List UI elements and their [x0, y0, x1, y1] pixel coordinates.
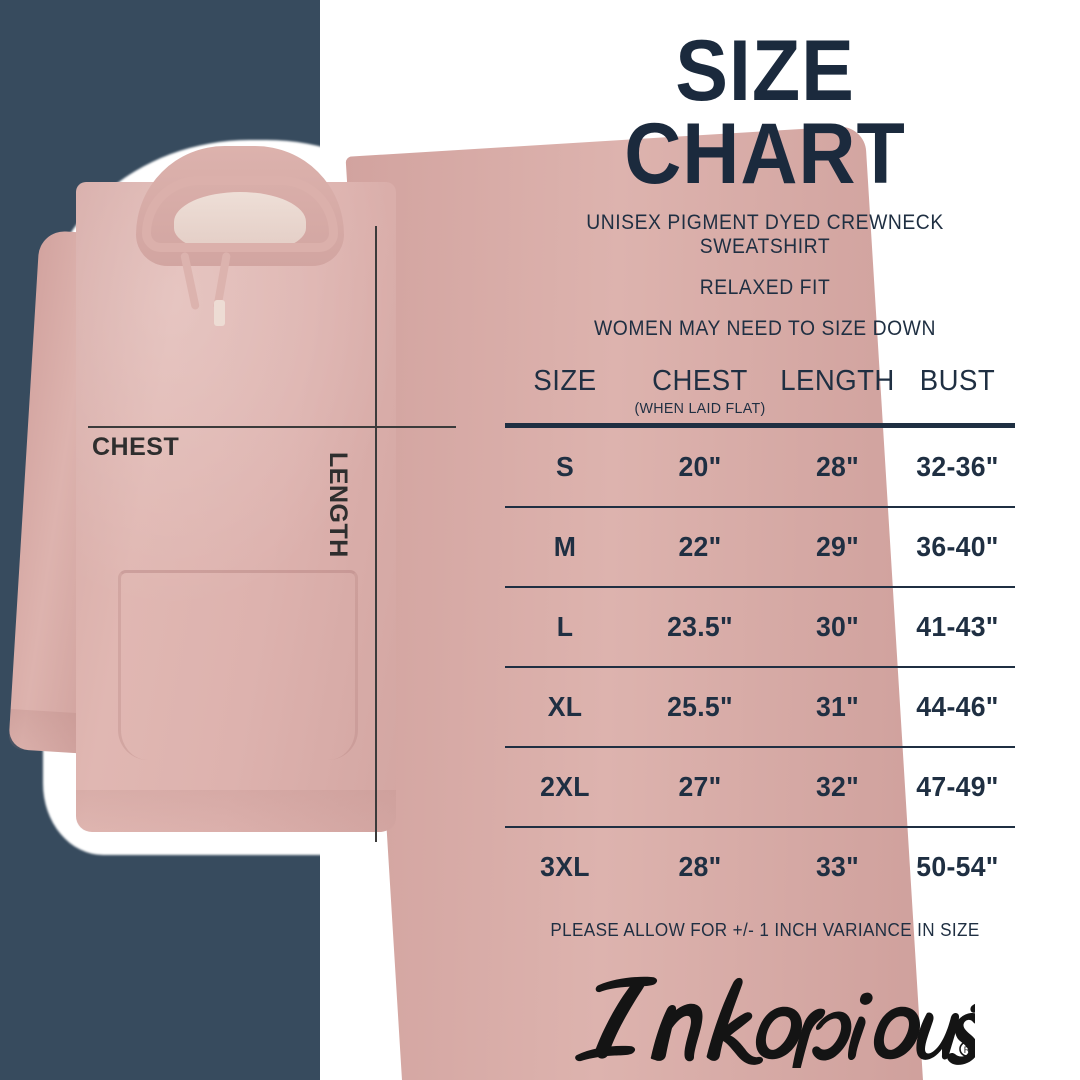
column-header-bust: BUST — [919, 365, 996, 398]
inkopious-wordmark-icon: R — [575, 976, 975, 1069]
chest-measure-label: CHEST — [92, 433, 180, 461]
table-header-row: SIZE CHEST (WHEN LAID FLAT) LENGTH BUST — [505, 365, 1015, 417]
cell-length: 28" — [815, 451, 860, 483]
table-header-rule — [505, 423, 1015, 429]
table-row: L 23.5" 30" 41-43" — [505, 588, 1015, 666]
table-row: XL 25.5" 31" 44-46" — [505, 668, 1015, 746]
table-row: S 20" 28" 32-36" — [505, 428, 1015, 506]
row-divider — [505, 506, 1015, 509]
length-measure-label: LENGTH — [324, 452, 352, 558]
cell-size: L — [556, 611, 574, 643]
svg-text:R: R — [964, 1045, 971, 1055]
cell-chest: 27" — [678, 771, 722, 803]
table-row: M 22" 29" 36-40" — [505, 508, 1015, 586]
cell-bust: 41-43" — [916, 611, 999, 643]
table-row: 2XL 27" 32" 47-49" — [505, 748, 1015, 826]
cell-size: S — [555, 451, 575, 483]
chest-laid-flat-note: (WHEN LAID FLAT) — [634, 400, 766, 418]
registered-trademark-icon: R — [959, 1041, 975, 1057]
cell-chest: 22" — [678, 531, 722, 563]
cell-chest: 23.5" — [667, 611, 733, 643]
row-divider — [505, 746, 1015, 749]
subtitle-product: UNISEX PIGMENT DYED CREWNECK SWEATSHIRT — [586, 211, 944, 259]
hood — [136, 146, 344, 266]
brand-logo: R — [505, 963, 1025, 1073]
cell-bust: 47-49" — [916, 771, 999, 803]
cell-chest: 28" — [678, 851, 722, 883]
table-row: 3XL 28" 33" 50-54" — [505, 828, 1015, 906]
sweatshirt-body — [76, 182, 396, 832]
column-header-size: SIZE — [533, 365, 597, 398]
drawstring-aglet — [214, 300, 225, 326]
length-measure-line — [375, 226, 377, 842]
kangaroo-pocket — [118, 570, 358, 760]
cell-length: 30" — [815, 611, 860, 643]
cell-bust: 36-40" — [916, 531, 999, 563]
column-header-chest: CHEST (WHEN LAID FLAT) — [625, 365, 775, 417]
info-panel: SIZE CHART UNISEX PIGMENT DYED CREWNECK … — [505, 0, 1025, 1080]
variance-note: PLEASE ALLOW FOR +/- 1 INCH VARIANCE IN … — [550, 920, 980, 941]
row-divider — [505, 666, 1015, 669]
product-photo — [8, 125, 931, 1080]
cell-bust: 32-36" — [916, 451, 999, 483]
cell-length: 31" — [815, 691, 860, 723]
subtitle-sizing-advice: WOMEN MAY NEED TO SIZE DOWN — [594, 317, 936, 341]
row-divider — [505, 586, 1015, 589]
cell-size: 3XL — [540, 851, 590, 883]
cell-length: 33" — [815, 851, 860, 883]
cell-bust: 50-54" — [916, 851, 999, 883]
size-table: SIZE CHEST (WHEN LAID FLAT) LENGTH BUST … — [505, 365, 1015, 906]
subtitle-fit: RELAXED FIT — [699, 276, 831, 300]
page-title: SIZE CHART — [624, 23, 906, 202]
cell-size: XL — [547, 691, 583, 723]
row-divider — [505, 826, 1015, 829]
cell-length: 32" — [815, 771, 860, 803]
cell-length: 29" — [815, 531, 860, 563]
chest-measure-line — [88, 426, 456, 428]
cell-size: M — [553, 531, 577, 563]
cell-chest: 25.5" — [667, 691, 733, 723]
column-header-length: LENGTH — [780, 365, 895, 398]
cell-chest: 20" — [678, 451, 722, 483]
cell-bust: 44-46" — [916, 691, 999, 723]
hood-band — [142, 176, 338, 252]
cell-size: 2XL — [540, 771, 590, 803]
